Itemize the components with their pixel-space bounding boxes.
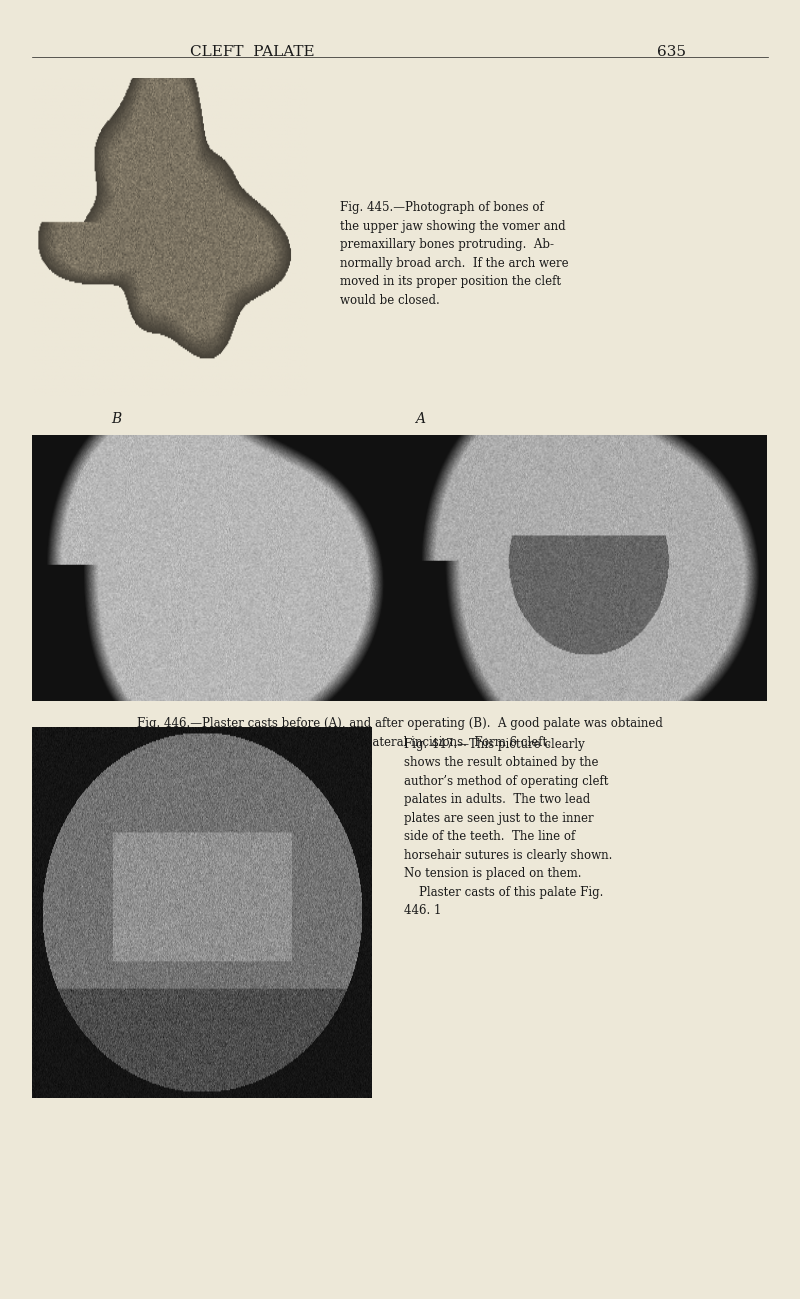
- Text: Fig. 445.—Photograph of bones of
the upper jaw showing the vomer and
premaxillar: Fig. 445.—Photograph of bones of the upp…: [340, 201, 569, 307]
- Text: A: A: [415, 412, 425, 426]
- Text: Fig. 447.—This picture clearly
shows the result obtained by the
author’s method : Fig. 447.—This picture clearly shows the…: [404, 738, 612, 917]
- Text: 635: 635: [658, 45, 686, 60]
- Text: B: B: [111, 412, 121, 426]
- Text: CLEFT  PALATE: CLEFT PALATE: [190, 45, 314, 60]
- Text: Fig. 446.—Plaster casts before (A), and after operating (B).  A good palate was : Fig. 446.—Plaster casts before (A), and …: [137, 717, 663, 748]
